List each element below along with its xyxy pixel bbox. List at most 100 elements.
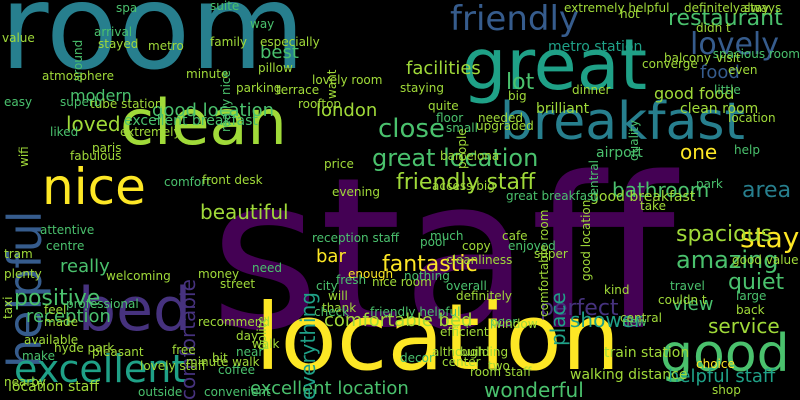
- word-evening: evening: [332, 185, 381, 199]
- word-suite: suite: [210, 0, 240, 13]
- word-enjoyed: enjoyed: [508, 239, 556, 253]
- word-day: day: [236, 329, 259, 343]
- word-view: view: [672, 294, 714, 315]
- word-couldn-t: couldn t: [658, 293, 707, 307]
- word-building: building: [460, 345, 509, 359]
- word-best: best: [260, 42, 299, 63]
- word-family: family: [210, 35, 248, 49]
- word-visit: visit: [716, 51, 741, 65]
- word-positive: positive: [14, 286, 101, 311]
- word-comfortable-room: comfortable room: [537, 209, 551, 317]
- word-stay: stay: [740, 221, 800, 254]
- word-made: made: [44, 315, 79, 329]
- word-area: area: [742, 178, 792, 203]
- word-clean-room: clean room: [680, 101, 759, 117]
- word-nothing: nothing: [404, 269, 450, 283]
- word-upgraded: upgraded: [476, 119, 534, 133]
- word-great-location: great location: [372, 144, 539, 172]
- word-centre: centre: [46, 239, 85, 253]
- word-taxi: taxi: [1, 296, 15, 320]
- word-restaurant: restaurant: [668, 6, 783, 31]
- word-metro: metro: [148, 39, 184, 53]
- word-bathroom: bathroom: [612, 178, 710, 202]
- word-excellent-breakfast: excellent breakfast: [124, 113, 258, 129]
- word-staying: staying: [400, 81, 444, 95]
- word-friendly: friendly: [450, 0, 580, 39]
- word-pool: pool: [420, 235, 446, 249]
- word-center: center: [442, 355, 481, 369]
- word-terrace: terrace: [276, 83, 320, 97]
- word-way: way: [250, 17, 275, 31]
- word-location: location: [728, 111, 776, 125]
- word-barcelona: barcelona: [440, 149, 500, 163]
- word-super: super: [534, 247, 568, 261]
- word-floor: floor: [436, 111, 464, 125]
- word-help: help: [734, 143, 760, 157]
- word-really-nice: really nice: [219, 70, 233, 132]
- word-great: great: [462, 24, 648, 106]
- word-extremely-helpful: extremely helpful: [564, 1, 670, 15]
- word-hot: hot: [620, 7, 640, 21]
- word-arrival: arrival: [94, 25, 133, 39]
- word-lovely: lovely: [690, 27, 779, 62]
- word-liked: liked: [50, 125, 79, 139]
- word-quite: quite: [428, 99, 459, 113]
- word-metro-station: metro station: [548, 39, 643, 55]
- word-take: take: [640, 199, 666, 213]
- word-comfortable: comfortable: [176, 279, 200, 400]
- word-money: money: [198, 267, 240, 281]
- word-loved: loved: [66, 112, 121, 136]
- word-recommend: recommend: [198, 315, 270, 329]
- word-value: value: [2, 31, 35, 45]
- word-facilities: facilities: [406, 58, 481, 79]
- word-minute: minute: [186, 67, 229, 81]
- word-walking-distance: walking distance: [570, 367, 688, 383]
- word-two: two: [488, 359, 510, 373]
- word-food: food: [700, 62, 740, 83]
- word-park: park: [696, 177, 723, 191]
- word-fresh: fresh: [336, 273, 367, 287]
- word-excellent-location: excellent location: [250, 378, 409, 399]
- word-efficient: efficient: [440, 325, 489, 339]
- word-bed: bed: [78, 275, 192, 345]
- word-needed: needed: [478, 111, 523, 125]
- word-location-staff: location staff: [8, 379, 100, 395]
- word-even: even: [728, 63, 758, 77]
- word-definitely: definitely: [456, 289, 513, 303]
- word-place: place: [546, 292, 570, 346]
- word-travel: travel: [670, 279, 705, 293]
- word-tube-station: tube station: [90, 97, 163, 111]
- word-small: small: [446, 121, 478, 135]
- word-welcoming: welcoming: [106, 269, 171, 283]
- word-extremely: extremely: [120, 125, 181, 139]
- word-cafe: cafe: [502, 229, 528, 243]
- word-reception-staff: reception staff: [312, 231, 400, 245]
- word-make: make: [22, 349, 55, 363]
- word-perfect: perfect: [540, 296, 619, 321]
- word-lot: lot: [506, 70, 535, 95]
- word-especially: especially: [260, 35, 320, 49]
- word-street: street: [220, 277, 256, 291]
- word-spacious-room: spacious room: [712, 47, 800, 61]
- word-convenient: convenient: [204, 385, 271, 399]
- word-price: price: [324, 157, 354, 171]
- word-coffee: coffee: [218, 363, 255, 377]
- word-overall: overall: [446, 279, 487, 293]
- word-didn-t: didn t: [696, 21, 731, 35]
- word-shower: shower: [570, 308, 643, 332]
- word-poor: poor: [490, 315, 518, 329]
- word-one: one: [680, 140, 718, 164]
- word-free: free: [172, 343, 196, 357]
- word-breakfast: breakfast: [500, 92, 745, 152]
- word-comfort: comfort: [164, 175, 211, 189]
- word-feel: feel: [44, 303, 67, 317]
- word-rooftop: rooftop: [298, 97, 342, 111]
- word-fantastic: fantastic: [382, 252, 478, 277]
- word-close: close: [378, 114, 445, 144]
- word-choice: choice: [696, 357, 735, 371]
- word-window: window: [492, 317, 538, 331]
- word-wonderful: wonderful: [484, 378, 584, 400]
- word-excellent: excellent: [14, 347, 187, 391]
- word-copy: copy: [462, 239, 491, 253]
- word-definitely-stay: definitely stay: [684, 1, 770, 15]
